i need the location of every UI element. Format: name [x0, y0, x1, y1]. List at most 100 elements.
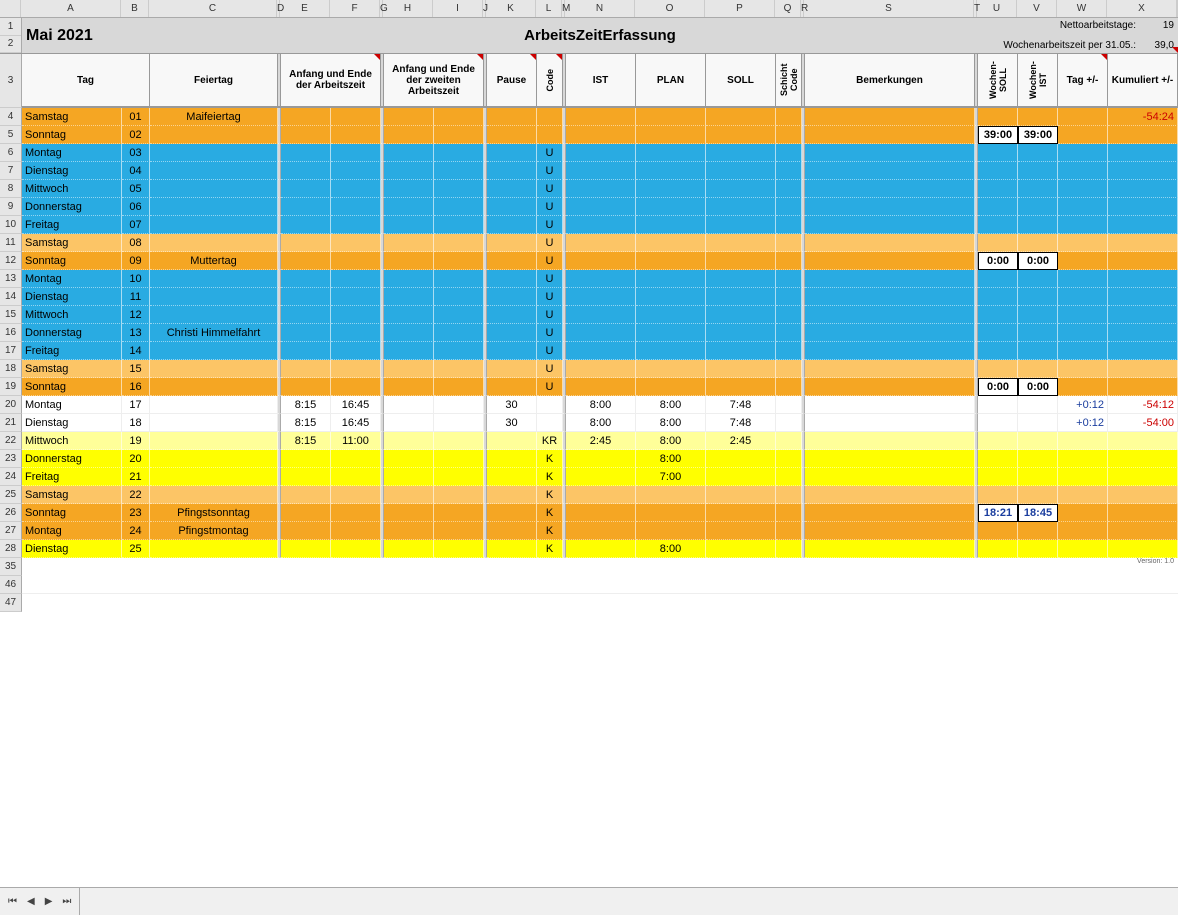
cell-pause[interactable] — [487, 216, 537, 234]
col-header-E[interactable]: E — [280, 0, 330, 17]
cell-s1[interactable] — [281, 288, 331, 306]
cell-pause[interactable] — [487, 468, 537, 486]
cell-pause[interactable]: 30 — [487, 396, 537, 414]
cell-pause[interactable] — [487, 360, 537, 378]
cell-e1[interactable] — [331, 486, 381, 504]
cell-code[interactable]: U — [537, 360, 563, 378]
col-header-K[interactable]: K — [486, 0, 536, 17]
cell-e1[interactable] — [331, 324, 381, 342]
cell-code[interactable]: K — [537, 486, 563, 504]
cell-e1[interactable] — [331, 180, 381, 198]
cell-e1[interactable] — [331, 198, 381, 216]
cell-e1[interactable] — [331, 468, 381, 486]
col-header-B[interactable]: B — [121, 0, 149, 17]
cell-e1[interactable] — [331, 360, 381, 378]
cell-s1[interactable] — [281, 162, 331, 180]
cell-e1[interactable] — [331, 270, 381, 288]
cell-pause[interactable] — [487, 504, 537, 522]
cell-code[interactable]: U — [537, 378, 563, 396]
cell-code[interactable]: K — [537, 450, 563, 468]
nav-next-icon[interactable]: ▶ — [41, 894, 57, 909]
cell-e1[interactable] — [331, 108, 381, 126]
cell-e1[interactable] — [331, 342, 381, 360]
cell-code[interactable]: U — [537, 216, 563, 234]
cell-e1[interactable] — [331, 144, 381, 162]
col-header-A[interactable]: A — [21, 0, 121, 17]
cell-pause[interactable] — [487, 432, 537, 450]
cell-s1[interactable] — [281, 486, 331, 504]
cell-pause[interactable]: 30 — [487, 414, 537, 432]
col-header-L[interactable]: L — [536, 0, 562, 17]
cell-e1[interactable] — [331, 306, 381, 324]
cell-code[interactable]: U — [537, 252, 563, 270]
cell-s1[interactable] — [281, 450, 331, 468]
cell-code[interactable]: U — [537, 270, 563, 288]
cell-s1[interactable] — [281, 540, 331, 558]
cell-e1[interactable] — [331, 126, 381, 144]
cell-code[interactable]: U — [537, 234, 563, 252]
cell-e1[interactable] — [331, 522, 381, 540]
cell-s1[interactable] — [281, 306, 331, 324]
cell-s1[interactable] — [281, 378, 331, 396]
cell-s1[interactable] — [281, 144, 331, 162]
cell-pause[interactable] — [487, 126, 537, 144]
cell-s1[interactable] — [281, 108, 331, 126]
cell-pause[interactable] — [487, 288, 537, 306]
cell-s1[interactable] — [281, 468, 331, 486]
nav-prev-icon[interactable]: ◀ — [23, 894, 39, 909]
cell-s1[interactable] — [281, 252, 331, 270]
nav-first-icon[interactable]: ⏮ — [4, 894, 21, 909]
cell-pause[interactable] — [487, 144, 537, 162]
cell-pause[interactable] — [487, 306, 537, 324]
col-header-U[interactable]: U — [977, 0, 1017, 17]
cell-code[interactable]: K — [537, 504, 563, 522]
cell-pause[interactable] — [487, 270, 537, 288]
col-header-Q[interactable]: Q — [775, 0, 801, 17]
cell-code[interactable]: KR — [537, 432, 563, 450]
cell-pause[interactable] — [487, 486, 537, 504]
col-header-V[interactable]: V — [1017, 0, 1057, 17]
cell-s1[interactable] — [281, 180, 331, 198]
cell-code[interactable]: U — [537, 180, 563, 198]
cell-pause[interactable] — [487, 342, 537, 360]
cell-code[interactable]: K — [537, 522, 563, 540]
cell-s1[interactable] — [281, 270, 331, 288]
cell-s1[interactable] — [281, 504, 331, 522]
cell-code[interactable]: U — [537, 324, 563, 342]
cell-s1[interactable] — [281, 198, 331, 216]
cell-s1[interactable] — [281, 234, 331, 252]
cell-s1[interactable] — [281, 342, 331, 360]
cell-s1[interactable] — [281, 324, 331, 342]
cell-pause[interactable] — [487, 108, 537, 126]
cell-pause[interactable] — [487, 450, 537, 468]
cell-s1[interactable]: 8:15 — [281, 396, 331, 414]
cell-code[interactable] — [537, 414, 563, 432]
col-header-C[interactable]: C — [149, 0, 277, 17]
cell-e1[interactable]: 11:00 — [331, 432, 381, 450]
cell-e1[interactable] — [331, 216, 381, 234]
cell-pause[interactable] — [487, 378, 537, 396]
cell-code[interactable] — [537, 396, 563, 414]
cell-code[interactable]: U — [537, 162, 563, 180]
cell-pause[interactable] — [487, 324, 537, 342]
nav-last-icon[interactable]: ⏭ — [58, 894, 75, 909]
col-header-X[interactable]: X — [1107, 0, 1177, 17]
cell-code[interactable]: U — [537, 306, 563, 324]
cell-s1[interactable] — [281, 360, 331, 378]
col-header-F[interactable]: F — [330, 0, 380, 17]
cell-pause[interactable] — [487, 522, 537, 540]
cell-pause[interactable] — [487, 234, 537, 252]
cell-s1[interactable]: 8:15 — [281, 414, 331, 432]
cell-s1[interactable] — [281, 216, 331, 234]
cell-code[interactable]: K — [537, 468, 563, 486]
cell-e1[interactable] — [331, 540, 381, 558]
cell-e1[interactable] — [331, 252, 381, 270]
cell-e1[interactable] — [331, 504, 381, 522]
cell-pause[interactable] — [487, 180, 537, 198]
col-header-O[interactable]: O — [635, 0, 705, 17]
cell-s1[interactable] — [281, 126, 331, 144]
cell-e1[interactable]: 16:45 — [331, 414, 381, 432]
col-header-S[interactable]: S — [804, 0, 974, 17]
col-header-N[interactable]: N — [565, 0, 635, 17]
cell-code[interactable]: U — [537, 144, 563, 162]
